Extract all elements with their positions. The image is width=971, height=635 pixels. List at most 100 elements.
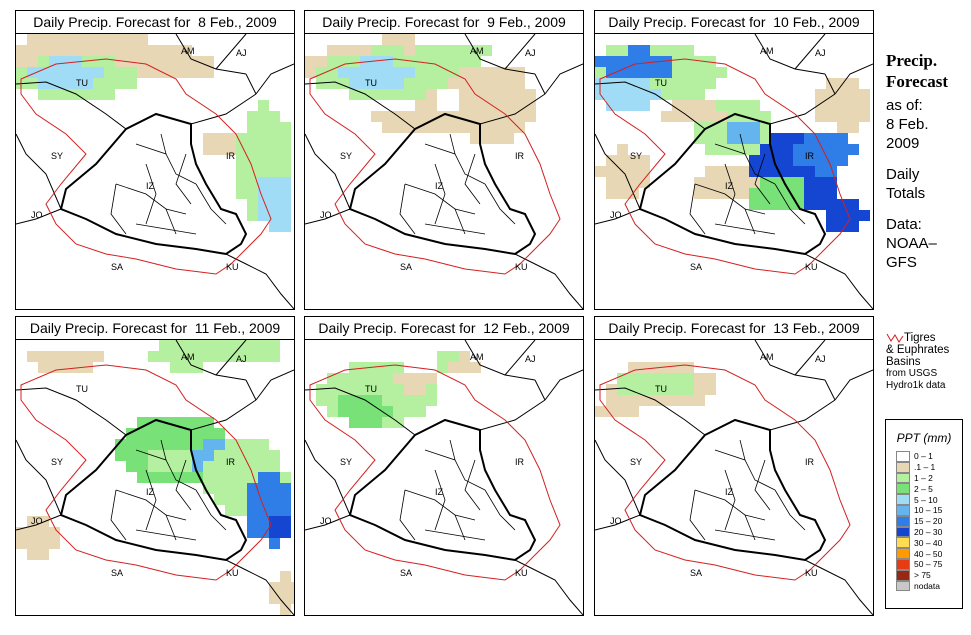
as-of-year: 2009 [886, 135, 920, 152]
precip-cell [481, 111, 492, 122]
precip-cell [214, 340, 225, 351]
precip-cell [104, 34, 115, 45]
province-border [484, 489, 516, 531]
precip-cell [705, 133, 716, 144]
precip-cell [258, 100, 269, 111]
precip-cell [793, 188, 804, 199]
precip-cell [203, 340, 214, 351]
country-label: IR [805, 457, 815, 467]
precip-cell [606, 100, 617, 111]
precip-cell [360, 67, 371, 78]
country-label: SY [630, 457, 642, 467]
precip-cell [672, 100, 683, 111]
panel-title: Daily Precip. Forecast for 10 Feb., 2009 [595, 11, 873, 34]
precip-cell [137, 56, 148, 67]
precip-cell [181, 450, 192, 461]
precip-cell [60, 351, 71, 362]
precip-cell [760, 166, 771, 177]
precip-cell [192, 351, 203, 362]
country-border [16, 514, 62, 531]
precip-cell [492, 100, 503, 111]
precip-cell [16, 527, 27, 538]
precip-cell [815, 100, 826, 111]
precip-cell [280, 221, 291, 232]
precip-cell [749, 111, 760, 122]
precip-cell [247, 177, 258, 188]
province-border [484, 183, 516, 225]
precip-cell [393, 406, 404, 417]
precip-cell [503, 133, 514, 144]
precip-cell [503, 100, 514, 111]
precip-cell [126, 34, 137, 45]
precip-cell [617, 78, 628, 89]
precip-cell [280, 472, 291, 483]
precip-cell [804, 177, 815, 188]
iraq-border [348, 418, 537, 562]
precip-cell [771, 133, 782, 144]
precip-cell [815, 177, 826, 188]
precip-cell [606, 395, 617, 406]
precip-cell [617, 67, 628, 78]
precip-cell [371, 56, 382, 67]
precip-cell [393, 56, 404, 67]
country-border [305, 133, 351, 210]
precip-cell [760, 155, 771, 166]
precip-cell [280, 199, 291, 210]
precip-cell [672, 395, 683, 406]
country-label: TU [365, 384, 377, 394]
precip-cell [247, 166, 258, 177]
precip-cell [247, 494, 258, 505]
precip-cell [492, 122, 503, 133]
country-label: AM [181, 46, 195, 56]
precip-cell [661, 373, 672, 384]
forecast-panel-feb-8: Daily Precip. Forecast for 8 Feb., 2009 … [15, 10, 295, 310]
precip-cell [481, 122, 492, 133]
precip-cell [349, 417, 360, 428]
province-border [404, 489, 476, 521]
precip-cell [247, 439, 258, 450]
precip-cell [371, 111, 382, 122]
precip-cell [481, 78, 492, 89]
precip-cell [415, 406, 426, 417]
precip-cell [815, 155, 826, 166]
precip-cell [760, 188, 771, 199]
precip-cell [738, 100, 749, 111]
precip-cell [280, 516, 291, 527]
precip-cell [859, 100, 870, 111]
precip-cell [225, 144, 236, 155]
precip-cell [437, 78, 448, 89]
precip-cell [415, 111, 426, 122]
precip-cell [694, 395, 705, 406]
precip-cell [404, 406, 415, 417]
country-border [16, 387, 127, 436]
precip-cell [49, 45, 60, 56]
country-label: AM [470, 352, 484, 362]
precip-cell [225, 450, 236, 461]
province-border [165, 514, 177, 541]
precip-cell [426, 45, 437, 56]
precip-cell [382, 89, 393, 100]
country-border [514, 253, 583, 309]
precip-cell [360, 406, 371, 417]
precip-cell [683, 373, 694, 384]
country-label: SA [690, 568, 702, 578]
precip-cell [280, 122, 291, 133]
iraq-border [638, 418, 827, 562]
precip-cell [793, 166, 804, 177]
precip-cell [38, 351, 49, 362]
precip-cell [404, 45, 415, 56]
precip-cell [727, 111, 738, 122]
precip-cell [749, 144, 760, 155]
precip-cell [837, 100, 848, 111]
precip-cell [650, 45, 661, 56]
info-heading-line2: Forecast [886, 72, 948, 91]
precip-cell [738, 166, 749, 177]
precip-cell [137, 34, 148, 45]
country-label: TU [76, 78, 88, 88]
precip-cell [404, 89, 415, 100]
precip-cell [628, 362, 639, 373]
panel-title: Daily Precip. Forecast for 13 Feb., 2009 [595, 317, 873, 340]
country-border [305, 439, 351, 516]
precip-cell [415, 78, 426, 89]
precip-cell [782, 144, 793, 155]
